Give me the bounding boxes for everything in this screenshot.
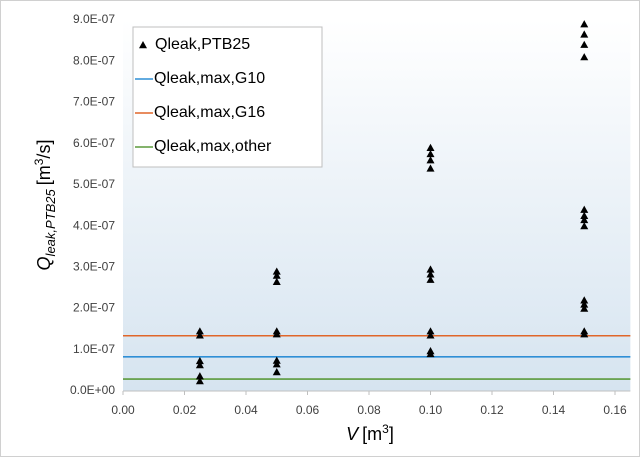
data-point bbox=[272, 267, 281, 275]
data-point bbox=[426, 149, 435, 158]
y-label-unit-end: /s] bbox=[34, 140, 54, 159]
y-label-unit: [m bbox=[34, 165, 54, 185]
data-point bbox=[580, 205, 589, 213]
x-label-symbol: V bbox=[346, 424, 360, 444]
data-point bbox=[195, 356, 204, 365]
legend-label: Qleak,PTB25 bbox=[155, 36, 250, 53]
y-tick-label: 7.0E-07 bbox=[73, 95, 115, 109]
data-point bbox=[580, 20, 589, 28]
y-label-subscript: leak,PTB25 bbox=[43, 188, 58, 256]
data-point bbox=[580, 300, 589, 308]
data-point bbox=[272, 277, 281, 285]
y-axis-label: Qleak,PTB25 [m3/s] bbox=[32, 140, 58, 271]
data-point bbox=[426, 265, 435, 273]
x-tick-label: 0.00 bbox=[111, 403, 135, 417]
data-point bbox=[426, 349, 435, 358]
data-point bbox=[426, 331, 435, 339]
data-point bbox=[426, 164, 435, 172]
y-tick-label: 8.0E-07 bbox=[73, 53, 115, 67]
data-point bbox=[580, 304, 589, 312]
y-tick-label: 5.0E-07 bbox=[73, 177, 115, 191]
data-point bbox=[272, 368, 281, 376]
legend-box bbox=[132, 26, 323, 168]
data-point bbox=[272, 360, 281, 368]
x-tick-label: 0.06 bbox=[296, 403, 320, 417]
data-point bbox=[580, 40, 589, 48]
data-point bbox=[580, 53, 589, 61]
data-point bbox=[195, 372, 204, 380]
x-axis-label: V [m3] bbox=[346, 422, 394, 444]
y-label-power: 3 bbox=[32, 158, 46, 165]
data-point bbox=[426, 143, 435, 151]
y-tick-label: 1.0E-07 bbox=[73, 342, 115, 356]
y-label-symbol: Q bbox=[34, 256, 54, 270]
y-tick-label: 0.0E+00 bbox=[70, 383, 115, 397]
data-point bbox=[426, 327, 435, 335]
x-tick-label: 0.16 bbox=[603, 403, 627, 417]
x-tick-label: 0.14 bbox=[542, 403, 566, 417]
data-point bbox=[195, 377, 204, 385]
x-tick-label: 0.02 bbox=[173, 403, 197, 417]
data-point bbox=[426, 275, 435, 283]
y-tick-label: 2.0E-07 bbox=[73, 301, 115, 315]
data-point bbox=[580, 30, 589, 38]
legend-label: Qleak,max,other bbox=[154, 138, 272, 155]
y-tick-label: 3.0E-07 bbox=[73, 260, 115, 274]
x-label-power: 3 bbox=[382, 422, 389, 436]
x-tick-label: 0.12 bbox=[480, 403, 504, 417]
data-point bbox=[426, 270, 435, 278]
legend-label: Qleak,max,G16 bbox=[154, 104, 265, 121]
x-tick-label: 0.10 bbox=[419, 403, 443, 417]
data-point bbox=[426, 156, 435, 164]
data-point bbox=[580, 215, 589, 224]
x-label-unit: [m bbox=[362, 424, 382, 444]
y-tick-label: 4.0E-07 bbox=[73, 218, 115, 232]
data-point bbox=[580, 211, 589, 220]
data-point bbox=[195, 331, 204, 339]
data-point bbox=[272, 271, 281, 279]
y-tick-label: 6.0E-07 bbox=[73, 136, 115, 150]
data-point bbox=[195, 361, 204, 369]
y-tick-label: 9.0E-07 bbox=[73, 12, 115, 26]
data-point bbox=[272, 356, 281, 364]
data-point bbox=[195, 327, 204, 335]
x-label-unit-end: ] bbox=[389, 424, 394, 444]
data-point bbox=[272, 330, 281, 338]
legend-marker bbox=[139, 41, 147, 49]
x-tick-label: 0.04 bbox=[234, 403, 258, 417]
x-tick-label: 0.08 bbox=[357, 403, 381, 417]
legend-label: Qleak,max,G10 bbox=[154, 70, 265, 87]
data-point bbox=[580, 222, 589, 230]
data-point bbox=[580, 330, 589, 338]
data-point bbox=[580, 296, 589, 304]
